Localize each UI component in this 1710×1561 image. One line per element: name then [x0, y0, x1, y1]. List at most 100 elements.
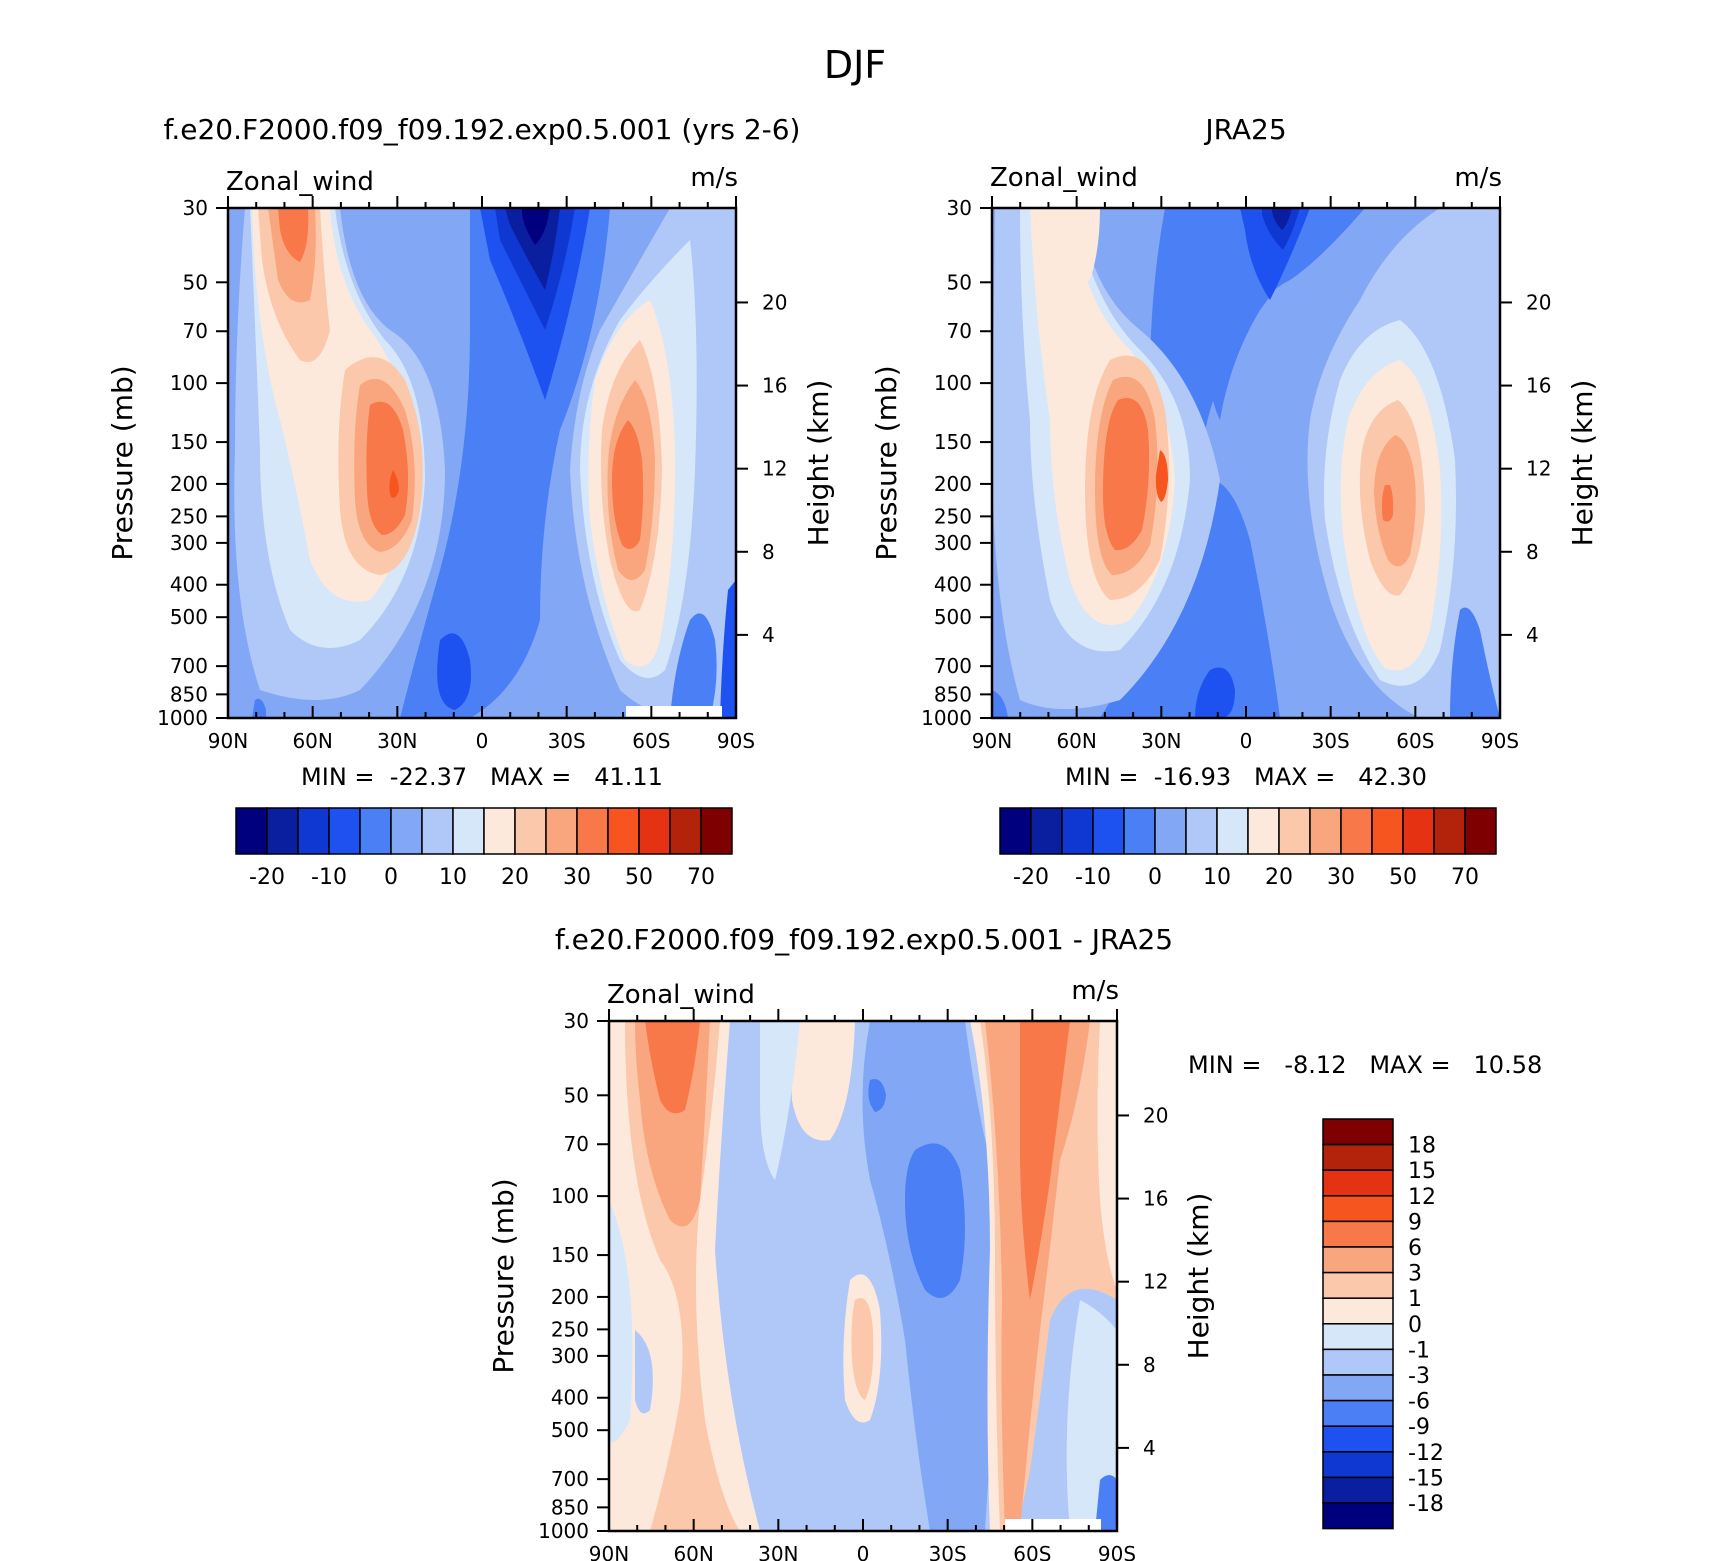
colorbar-label: -10	[311, 865, 347, 890]
colorbar-label: -20	[249, 865, 285, 890]
y2-tick-label: 4	[1526, 623, 1539, 647]
panel-difference-ticks: 90N 60N 30N 0 30S 60S 90S 30 50 70 100 150 200 250 300…	[538, 1009, 1168, 1561]
contour-neg-inset	[609, 1200, 633, 1443]
y-tick-label: 100	[551, 1184, 589, 1208]
colorbar-swatch	[1402, 807, 1435, 855]
colorbar-label: 6	[1408, 1236, 1422, 1261]
x-tick-label: 90N	[589, 1542, 629, 1561]
colorbar-label: 10	[439, 865, 467, 890]
y-tick-label: 200	[934, 472, 972, 496]
y-tick-label: 250	[934, 504, 972, 528]
x-tick-label: 0	[857, 1542, 870, 1561]
y2-tick-label: 4	[762, 623, 775, 647]
colorbar-swatch	[999, 807, 1032, 855]
colorbar-label: 20	[501, 865, 529, 890]
y2-tick-label: 12	[1143, 1270, 1168, 1294]
contour-neg-5	[522, 208, 550, 245]
x-tick-label: 30N	[377, 729, 417, 753]
colorbar-obs: -20 -10 0 10 20 30 50 70	[999, 807, 1497, 890]
colorbar-label: -1	[1408, 1338, 1430, 1363]
x-tick-label: 0	[1240, 729, 1253, 753]
colorbar-swatch	[1322, 1246, 1394, 1274]
contour-pos-60b	[389, 470, 399, 498]
y-axis-label: Pressure (mb)	[106, 365, 139, 560]
colorbar-swatch	[1322, 1195, 1394, 1223]
contour-neg-blob	[437, 633, 471, 710]
colorbar-swatch	[1322, 1399, 1394, 1427]
colorbar-label: -9	[1408, 1415, 1430, 1440]
colorbar-swatch	[1123, 807, 1156, 855]
contour-neg-6	[905, 1143, 965, 1298]
contour-sh-50	[1381, 485, 1394, 522]
panel-model-title: f.e20.F2000.f09_f09.192.exp0.5.001 (yrs …	[164, 113, 801, 146]
contour-sh-40	[1374, 435, 1416, 567]
colorbar-swatch	[1154, 807, 1187, 855]
y2-tick-label: 12	[762, 457, 787, 481]
x-tick-label: 60S	[1396, 729, 1434, 753]
x-tick-label: 60N	[292, 729, 332, 753]
y2-axis-label: Height (km)	[1182, 1193, 1215, 1360]
colorbar-label: 50	[625, 865, 653, 890]
y-tick-label: 150	[934, 430, 972, 454]
x-tick-label: 90S	[717, 729, 755, 753]
x-tick-label: 90S	[1481, 729, 1519, 753]
colorbar-swatch	[1185, 807, 1218, 855]
colorbar-swatch	[390, 807, 423, 855]
colorbar-swatch	[1322, 1323, 1394, 1351]
colorbar-swatch	[1061, 807, 1094, 855]
colorbar-label: 50	[1389, 865, 1417, 890]
x-tick-label: 90N	[972, 729, 1012, 753]
y-tick-label: 400	[934, 573, 972, 597]
colorbar-swatch	[1247, 807, 1280, 855]
colorbar-label: 0	[1148, 865, 1162, 890]
colorbar-swatch	[1322, 1451, 1394, 1479]
colorbar-swatch	[1322, 1143, 1394, 1171]
contour-pos-6	[645, 1021, 700, 1114]
x-tick-label: 90S	[1098, 1542, 1136, 1561]
contour-pos-30b	[1030, 208, 1100, 286]
contour-pos-50b	[366, 401, 409, 535]
y-tick-label: 150	[551, 1243, 589, 1267]
colorbar-label: 15	[1408, 1159, 1436, 1184]
x-tick-label: 60N	[673, 1542, 713, 1561]
colorbar-swatch	[1322, 1374, 1394, 1402]
colorbar-swatch	[421, 807, 454, 855]
x-tick-label: 30S	[1312, 729, 1350, 753]
y-tick-label: 700	[170, 654, 208, 678]
colorbar-label: 18	[1408, 1134, 1436, 1159]
contour-sh-6	[1020, 1021, 1070, 1300]
y-axis-label: Pressure (mb)	[487, 1178, 520, 1373]
y2-axis-label: Height (km)	[1566, 380, 1599, 547]
x-tick-label: 60S	[1013, 1542, 1051, 1561]
contour-neg-4	[505, 208, 560, 290]
y-tick-label: 100	[170, 371, 208, 395]
colorbar-swatch	[297, 807, 330, 855]
colorbar-label: 30	[563, 865, 591, 890]
y-tick-label: 700	[934, 654, 972, 678]
contour-neg-1	[1140, 208, 1365, 718]
panel-difference-units: m/s	[1071, 976, 1119, 1006]
panel-model-contours	[228, 208, 736, 718]
y2-tick-label: 20	[1143, 1103, 1168, 1127]
colorbar-swatch	[359, 807, 392, 855]
y2-tick-label: 16	[762, 374, 787, 398]
y2-tick-label: 8	[1143, 1353, 1156, 1377]
colorbar-swatch	[1278, 807, 1311, 855]
panel-model-units: m/s	[690, 163, 738, 193]
x-tick-label: 30S	[929, 1542, 967, 1561]
colorbar-label: 12	[1408, 1185, 1436, 1210]
y2-tick-label: 16	[1143, 1187, 1168, 1211]
panel-model: f.e20.F2000.f09_f09.192.exp0.5.001 (yrs …	[106, 113, 835, 890]
colorbar-swatch	[607, 807, 640, 855]
colorbar-swatch	[1322, 1169, 1394, 1197]
y2-tick-label: 20	[762, 290, 787, 314]
y-tick-label: 70	[564, 1132, 589, 1156]
contour-pos-60	[1155, 450, 1168, 502]
contour-pos-mid-top2	[790, 1021, 855, 1141]
colorbar-swatch	[1309, 807, 1342, 855]
missing-data	[626, 706, 722, 718]
colorbar-label: -15	[1408, 1466, 1444, 1491]
contour-neg-2	[1240, 208, 1310, 300]
colorbar-swatch	[1322, 1502, 1394, 1530]
